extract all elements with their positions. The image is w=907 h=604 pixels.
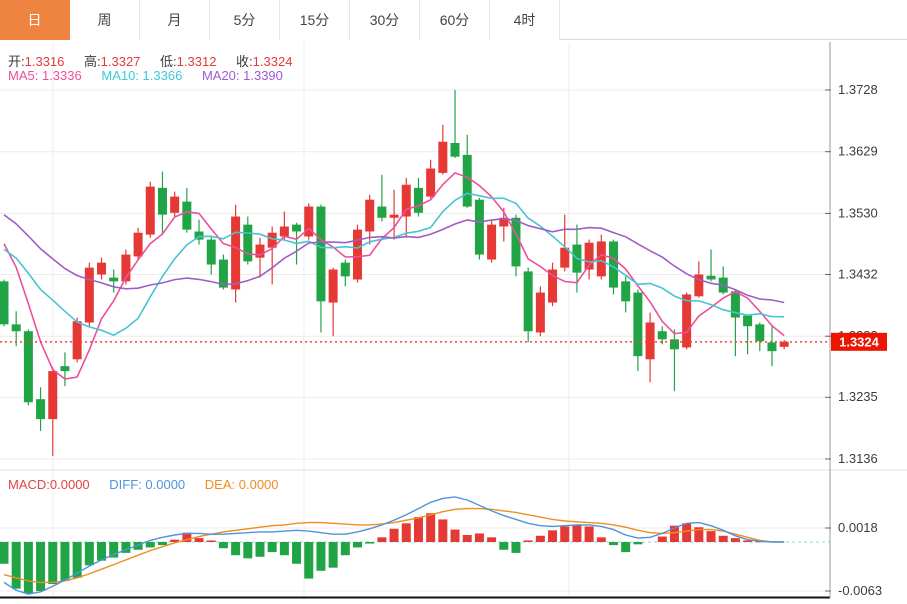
open-label: 开: [8, 54, 25, 69]
tab-timeframe-4[interactable]: 15分 [280, 0, 350, 40]
tab-timeframe-3[interactable]: 5分 [210, 0, 280, 40]
ma-readout: MA5: 1.3336 MA10: 1.3366 MA20: 1.3390 [8, 68, 299, 83]
ohlc-readout: 开:1.3316 高:1.3327 低:1.3312 收:1.3324 [8, 51, 308, 70]
close-label: 收: [236, 54, 253, 69]
high-value: 1.3327 [100, 54, 141, 69]
svg-text:1.3432: 1.3432 [838, 266, 878, 281]
ma10-label: MA10: [101, 68, 143, 83]
low-label: 低: [160, 54, 177, 69]
svg-text:-0.0063: -0.0063 [838, 583, 882, 598]
ma10-value: 1.3366 [142, 68, 183, 83]
ma5-value: 1.3336 [41, 68, 82, 83]
ma20-label: MA20: [201, 68, 244, 83]
open-readout: 开:1.3316 [8, 54, 64, 69]
timeframe-tabbar: 日周月 5分 15分 30分 60分 4时 [0, 0, 907, 40]
ma10-readout: MA10: 1.3366 [101, 68, 182, 83]
low-value: 1.3312 [176, 54, 217, 69]
macd-label: MACD: [8, 477, 50, 492]
ma20-value: 1.3390 [243, 68, 283, 83]
high-readout: 高:1.3327 [84, 54, 140, 69]
macd-readout: MACD:0.0000 DIFF: 0.0000 DEA: 0.0000 [8, 477, 295, 492]
svg-text:0.0018: 0.0018 [838, 520, 878, 535]
diff-label: DIFF: [109, 477, 146, 492]
dea-value: 0.0000 [238, 477, 279, 492]
dea-value-readout: DEA: 0.0000 [205, 477, 279, 492]
tab-timeframe-1[interactable]: 周 [70, 0, 140, 40]
svg-text:1.3728: 1.3728 [838, 82, 878, 97]
svg-text:1.3235: 1.3235 [838, 389, 878, 404]
open-value: 1.3316 [24, 54, 65, 69]
ma20-readout: MA20: 1.3390 [202, 68, 283, 83]
close-readout: 收:1.3324 [236, 54, 292, 69]
svg-text:1.3324: 1.3324 [839, 334, 880, 349]
low-readout: 低:1.3312 [160, 54, 216, 69]
diff-value: 0.0000 [145, 477, 186, 492]
high-label: 高: [84, 54, 101, 69]
tab-timeframe-6[interactable]: 60分 [420, 0, 490, 40]
svg-text:1.3629: 1.3629 [838, 144, 878, 159]
diff-value-readout: DIFF: 0.0000 [109, 477, 185, 492]
macd-value: 0.0000 [49, 477, 90, 492]
ma5-label: MA5: [8, 68, 42, 83]
svg-text:1.3136: 1.3136 [838, 451, 878, 466]
dea-label: DEA: [204, 477, 239, 492]
tab-timeframe-2[interactable]: 月 [140, 0, 210, 40]
macd-value-readout: MACD:0.0000 [8, 477, 90, 492]
tab-timeframe-0[interactable]: 日 [0, 0, 70, 40]
close-value: 1.3324 [252, 54, 293, 69]
svg-text:1.3530: 1.3530 [838, 205, 878, 220]
tab-timeframe-7[interactable]: 4时 [490, 0, 560, 40]
ma5-readout: MA5: 1.3336 [8, 68, 82, 83]
tab-timeframe-5[interactable]: 30分 [350, 0, 420, 40]
